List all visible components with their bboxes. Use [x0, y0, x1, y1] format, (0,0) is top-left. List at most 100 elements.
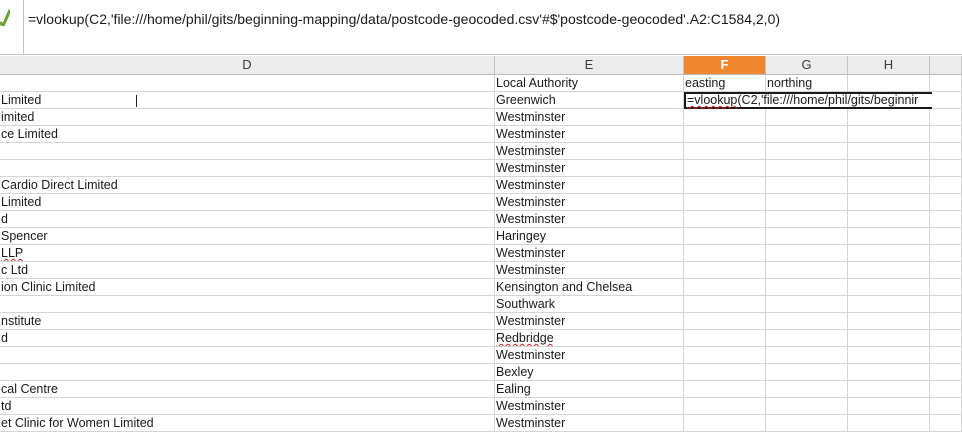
cell-local-authority[interactable]: Westminster — [495, 313, 684, 330]
cell-northing[interactable] — [766, 143, 848, 160]
cell-h[interactable] — [848, 296, 930, 313]
cell-easting[interactable] — [684, 364, 766, 381]
cell-northing[interactable] — [766, 177, 848, 194]
cell-name[interactable]: nstitute — [0, 313, 495, 330]
cell-i[interactable] — [930, 211, 962, 228]
cell-northing[interactable] — [766, 415, 848, 432]
cell-easting[interactable] — [684, 143, 766, 160]
cell-i[interactable] — [930, 245, 962, 262]
cell-h[interactable] — [848, 211, 930, 228]
cell-h[interactable] — [848, 347, 930, 364]
cell-i[interactable] — [930, 347, 962, 364]
cell-i[interactable] — [930, 296, 962, 313]
cell-northing[interactable] — [766, 194, 848, 211]
cell-name[interactable] — [0, 143, 495, 160]
cell-d[interactable] — [0, 75, 495, 92]
cell-local-authority[interactable]: Haringey — [495, 228, 684, 245]
cell-name[interactable]: cal Centre — [0, 381, 495, 398]
cell-easting[interactable] — [684, 313, 766, 330]
cell-easting[interactable] — [684, 228, 766, 245]
cell-local-authority-header[interactable]: Local Authority — [495, 75, 684, 92]
cell-local-authority[interactable]: Redbridge — [495, 330, 684, 347]
cell-northing[interactable] — [766, 330, 848, 347]
cell-name[interactable]: et Clinic for Women Limited — [0, 415, 495, 432]
cell-name[interactable]: Spencer — [0, 228, 495, 245]
cell-northing-header[interactable]: northing — [766, 75, 848, 92]
cell-local-authority[interactable]: Westminster — [495, 126, 684, 143]
cell-i[interactable] — [930, 177, 962, 194]
cell-northing[interactable] — [766, 364, 848, 381]
cell-name[interactable]: d — [0, 211, 495, 228]
cell-i[interactable] — [930, 330, 962, 347]
cell-easting[interactable] — [684, 330, 766, 347]
cell-northing[interactable] — [766, 296, 848, 313]
cell-easting[interactable] — [684, 194, 766, 211]
column-header-g[interactable]: G — [766, 56, 848, 74]
cell-h[interactable] — [848, 364, 930, 381]
cell-northing[interactable] — [766, 126, 848, 143]
cell-local-authority[interactable]: Westminster — [495, 262, 684, 279]
cell-easting[interactable] — [684, 296, 766, 313]
checkmark-icon[interactable] — [0, 8, 10, 26]
cell-h[interactable] — [848, 143, 930, 160]
cell-easting[interactable] — [684, 279, 766, 296]
cell-local-authority[interactable]: Greenwich — [495, 92, 684, 109]
cell-name[interactable] — [0, 347, 495, 364]
cell-name[interactable]: td — [0, 398, 495, 415]
cell-h[interactable] — [848, 279, 930, 296]
cell-h[interactable] — [848, 160, 930, 177]
cell-local-authority[interactable]: Westminster — [495, 143, 684, 160]
cell-h[interactable] — [848, 262, 930, 279]
active-cell-easting[interactable]: =vlookup(C2,'file:///home/phil/gits/begi… — [684, 92, 932, 109]
cell-h[interactable] — [848, 398, 930, 415]
cell-easting[interactable] — [684, 126, 766, 143]
cell-easting[interactable] — [684, 211, 766, 228]
cell-easting[interactable] — [684, 415, 766, 432]
cell-i[interactable] — [930, 126, 962, 143]
cell-h[interactable] — [848, 126, 930, 143]
cell-northing[interactable] — [766, 279, 848, 296]
column-header-d[interactable]: D — [0, 56, 495, 74]
column-header-e[interactable]: E — [495, 56, 684, 74]
cell-northing[interactable] — [766, 398, 848, 415]
cell-name[interactable]: ion Clinic Limited — [0, 279, 495, 296]
cell-name[interactable] — [0, 364, 495, 381]
column-header-i[interactable] — [930, 56, 962, 74]
cell-i[interactable] — [930, 381, 962, 398]
cell-name[interactable]: d — [0, 330, 495, 347]
cell-name[interactable]: ce Limited — [0, 126, 495, 143]
formula-input[interactable]: =vlookup(C2,'file:///home/phil/gits/begi… — [23, 0, 962, 54]
cell-local-authority[interactable]: Westminster — [495, 398, 684, 415]
cell-i[interactable] — [930, 228, 962, 245]
cell-name[interactable] — [0, 296, 495, 313]
cell-i[interactable] — [930, 313, 962, 330]
cell-northing[interactable] — [766, 228, 848, 245]
cell-i[interactable] — [930, 279, 962, 296]
cell-i[interactable] — [930, 75, 962, 92]
cell-local-authority[interactable]: Westminster — [495, 160, 684, 177]
cell-h[interactable] — [848, 177, 930, 194]
cell-easting[interactable] — [684, 109, 766, 126]
cell-easting[interactable] — [684, 262, 766, 279]
cell-local-authority[interactable]: Westminster — [495, 211, 684, 228]
cell-h[interactable] — [848, 245, 930, 262]
column-header-h[interactable]: H — [848, 56, 930, 74]
cell-easting[interactable] — [684, 347, 766, 364]
cell-h[interactable] — [848, 381, 930, 398]
cell-northing[interactable] — [766, 109, 848, 126]
cell-h[interactable] — [848, 415, 930, 432]
cell-northing[interactable] — [766, 347, 848, 364]
cell-northing[interactable] — [766, 313, 848, 330]
cell-local-authority[interactable]: Westminster — [495, 245, 684, 262]
cell-name[interactable]: Limited — [0, 194, 495, 211]
cell-i[interactable] — [930, 109, 962, 126]
cell-easting[interactable] — [684, 177, 766, 194]
cell-i[interactable] — [930, 262, 962, 279]
cell-h[interactable] — [848, 313, 930, 330]
cell-i[interactable] — [930, 92, 962, 109]
cell-northing[interactable] — [766, 160, 848, 177]
cell-local-authority[interactable]: Westminster — [495, 177, 684, 194]
cell-northing[interactable] — [766, 245, 848, 262]
cell-northing[interactable] — [766, 211, 848, 228]
cell-easting[interactable] — [684, 398, 766, 415]
